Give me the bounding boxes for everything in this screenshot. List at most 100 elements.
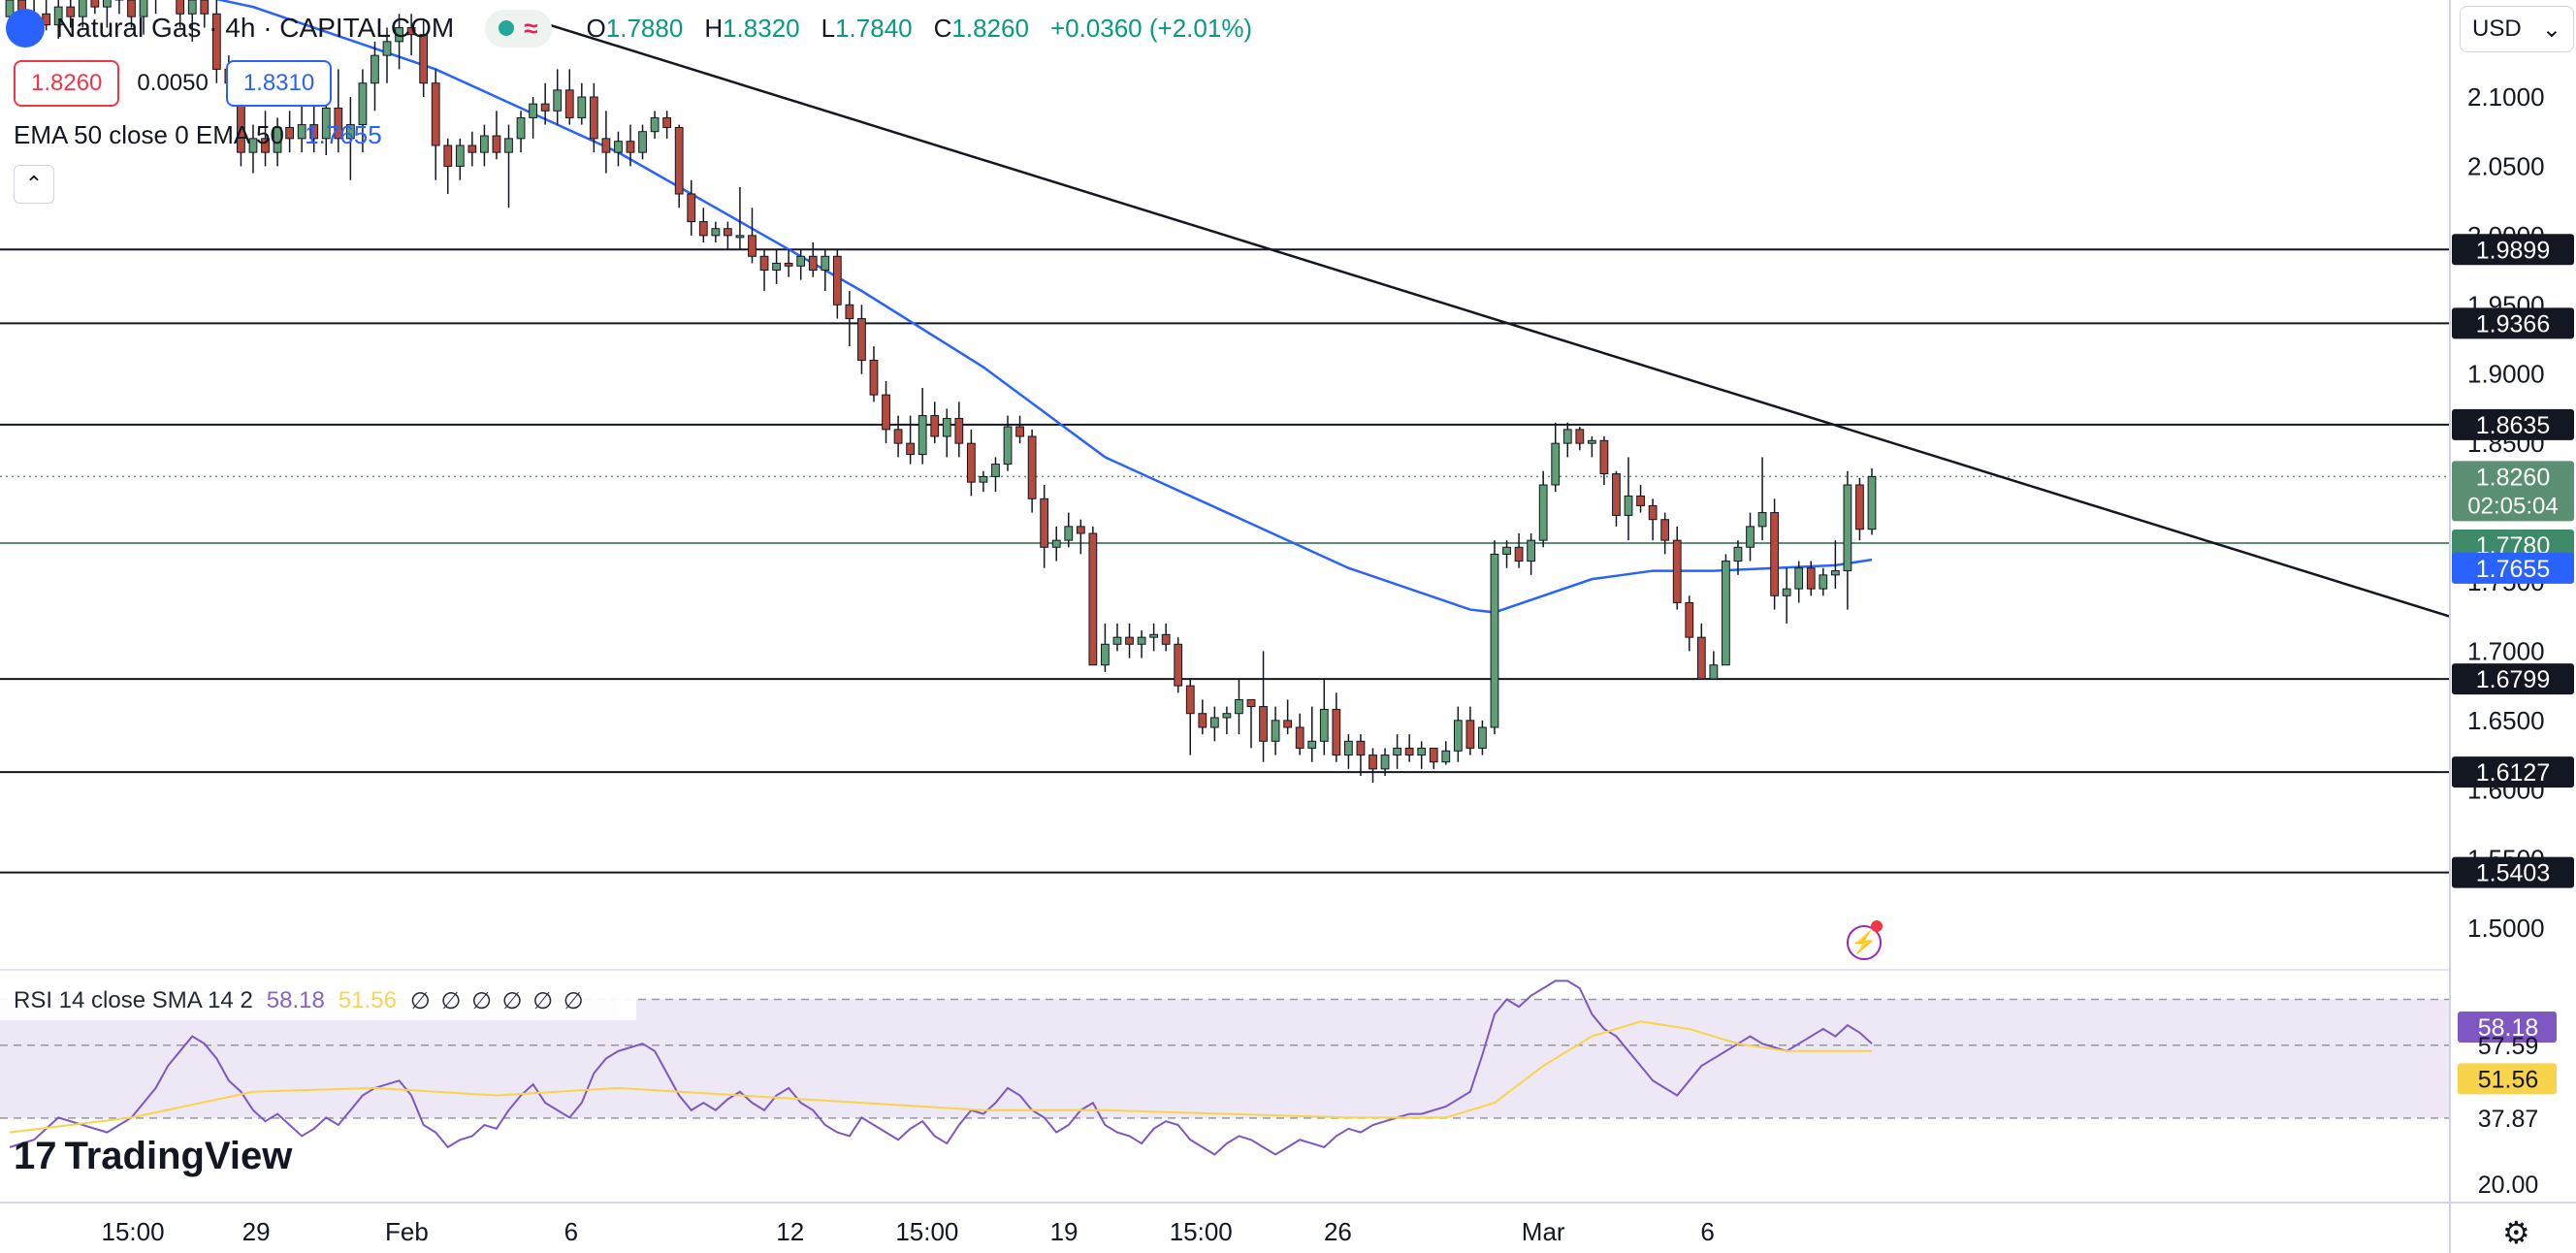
candle-down bbox=[662, 116, 672, 128]
candle-down bbox=[893, 429, 903, 444]
candle-up bbox=[1101, 643, 1110, 666]
candle-up bbox=[942, 417, 951, 437]
currency-select[interactable]: USD ⌄ bbox=[2460, 6, 2574, 52]
candle-up bbox=[53, 6, 63, 26]
level-label: 1.6127 bbox=[2476, 759, 2550, 787]
candle-down bbox=[1599, 439, 1609, 475]
level-label: 1.8635 bbox=[2476, 412, 2550, 439]
candle-down bbox=[1429, 747, 1438, 763]
time-axis-tick: Mar bbox=[1522, 1217, 1565, 1246]
candle-down bbox=[1514, 546, 1524, 562]
candle-up bbox=[979, 475, 988, 483]
candle-down bbox=[1246, 698, 1256, 708]
collapse-legend-button[interactable]: ⌃ bbox=[14, 165, 54, 204]
candle-up bbox=[1746, 526, 1755, 548]
candle-up bbox=[358, 82, 368, 126]
ema-legend[interactable]: EMA 50 close 0 EMA 50 1.7655 bbox=[14, 120, 382, 150]
candle-down bbox=[564, 89, 574, 118]
candle-down bbox=[1806, 567, 1816, 590]
tradingview-logo[interactable]: 17 TradingView bbox=[14, 1135, 292, 1178]
candle-down bbox=[1125, 636, 1134, 645]
symbol-header: Natural Gas · 4h · CAPITALCOM ≈ O1.7880 … bbox=[0, 0, 1252, 56]
price-axis-tick: 2.0500 bbox=[2467, 151, 2545, 180]
ema-value-label-bg bbox=[2452, 552, 2574, 584]
rsi-legend-value: 58.18 bbox=[266, 987, 325, 1013]
candle-up bbox=[650, 116, 660, 133]
candle-up bbox=[1051, 539, 1061, 548]
candle-down bbox=[626, 141, 635, 153]
candle-up bbox=[918, 415, 927, 456]
time-axis-tick: 15:00 bbox=[1170, 1217, 1233, 1246]
candle-up bbox=[1819, 574, 1828, 590]
candle-down bbox=[90, 0, 100, 8]
candle-up bbox=[1490, 553, 1499, 728]
candle-down bbox=[1015, 426, 1024, 437]
candle-down bbox=[176, 0, 185, 15]
candle-up bbox=[1149, 633, 1158, 638]
candle-down bbox=[261, 138, 270, 153]
rsi-legend[interactable]: RSI 14 close SMA 14 2 58.18 51.56 ∅ ∅ ∅ … bbox=[0, 981, 636, 1020]
candle-up bbox=[1733, 546, 1743, 562]
time-axis-tick: 12 bbox=[776, 1217, 804, 1246]
candle-up bbox=[370, 54, 379, 84]
candle-down bbox=[540, 103, 550, 112]
time-axis-tick: 29 bbox=[242, 1217, 271, 1246]
candle-down bbox=[748, 235, 757, 257]
candle-up bbox=[1830, 570, 1840, 576]
currency-label: USD bbox=[2472, 16, 2522, 42]
candle-up bbox=[103, 0, 112, 8]
rsi-axis-tick: 20.00 bbox=[2478, 1172, 2539, 1199]
candle-down bbox=[930, 415, 940, 437]
candle-down bbox=[1465, 720, 1475, 749]
candle-down bbox=[698, 221, 708, 237]
rsi-sma-value-label: 51.56 bbox=[2478, 1066, 2539, 1093]
candle-up bbox=[1562, 429, 1572, 444]
candle-down bbox=[869, 359, 879, 396]
candle-up bbox=[1757, 512, 1767, 528]
flash-icon[interactable]: ⚡ bbox=[1847, 925, 1882, 960]
candle-up bbox=[796, 255, 806, 267]
candle-up bbox=[1453, 720, 1463, 752]
time-axis-tick: 15:00 bbox=[895, 1217, 958, 1246]
rsi-sma-line bbox=[9, 1020, 1872, 1134]
candle-up bbox=[1380, 755, 1390, 770]
candle-up bbox=[529, 103, 537, 118]
candle-down bbox=[1648, 504, 1658, 521]
level-label-bg bbox=[2452, 856, 2574, 888]
spread-value: 0.0050 bbox=[137, 70, 209, 96]
market-status-pill[interactable]: ≈ bbox=[485, 9, 552, 48]
candle-up bbox=[1137, 636, 1146, 645]
candle-up bbox=[735, 235, 745, 239]
candle-up bbox=[1843, 484, 1852, 572]
candle-down bbox=[1356, 740, 1366, 756]
candle-up bbox=[1112, 636, 1122, 645]
ema-legend-value: 1.7655 bbox=[305, 120, 382, 149]
candle-up bbox=[1307, 740, 1317, 749]
market-open-icon bbox=[499, 20, 515, 36]
candle-down bbox=[1259, 706, 1268, 742]
sell-button[interactable]: 1.8260 bbox=[14, 60, 120, 107]
ema-value-label: 1.7655 bbox=[2476, 556, 2550, 583]
price-pane[interactable] bbox=[0, 0, 2451, 874]
candle-down bbox=[1295, 726, 1304, 749]
symbol-title[interactable]: Natural Gas · 4h · CAPITALCOM bbox=[56, 13, 455, 43]
gear-icon[interactable]: ⚙ bbox=[2502, 1215, 2530, 1250]
level-label-bg bbox=[2452, 307, 2574, 339]
candle-up bbox=[1344, 740, 1353, 756]
rsi-value-label-bg bbox=[2458, 1012, 2557, 1044]
rsi-level-label: 37.87 bbox=[2478, 1106, 2539, 1133]
buy-button[interactable]: 1.8310 bbox=[225, 60, 333, 107]
candle-down bbox=[211, 13, 221, 70]
candle-down bbox=[200, 0, 209, 15]
tradingview-mark-icon: 17 bbox=[14, 1135, 57, 1177]
level-label: 1.9366 bbox=[2476, 310, 2550, 337]
candle-down bbox=[127, 0, 136, 17]
price-axis-tick: 2.1000 bbox=[2467, 82, 2545, 112]
candle-up bbox=[1271, 720, 1280, 742]
rsi-sma-value-label-bg bbox=[2458, 1063, 2557, 1095]
candle-up bbox=[1441, 750, 1451, 763]
candle-down bbox=[857, 318, 866, 361]
candle-down bbox=[808, 255, 818, 272]
